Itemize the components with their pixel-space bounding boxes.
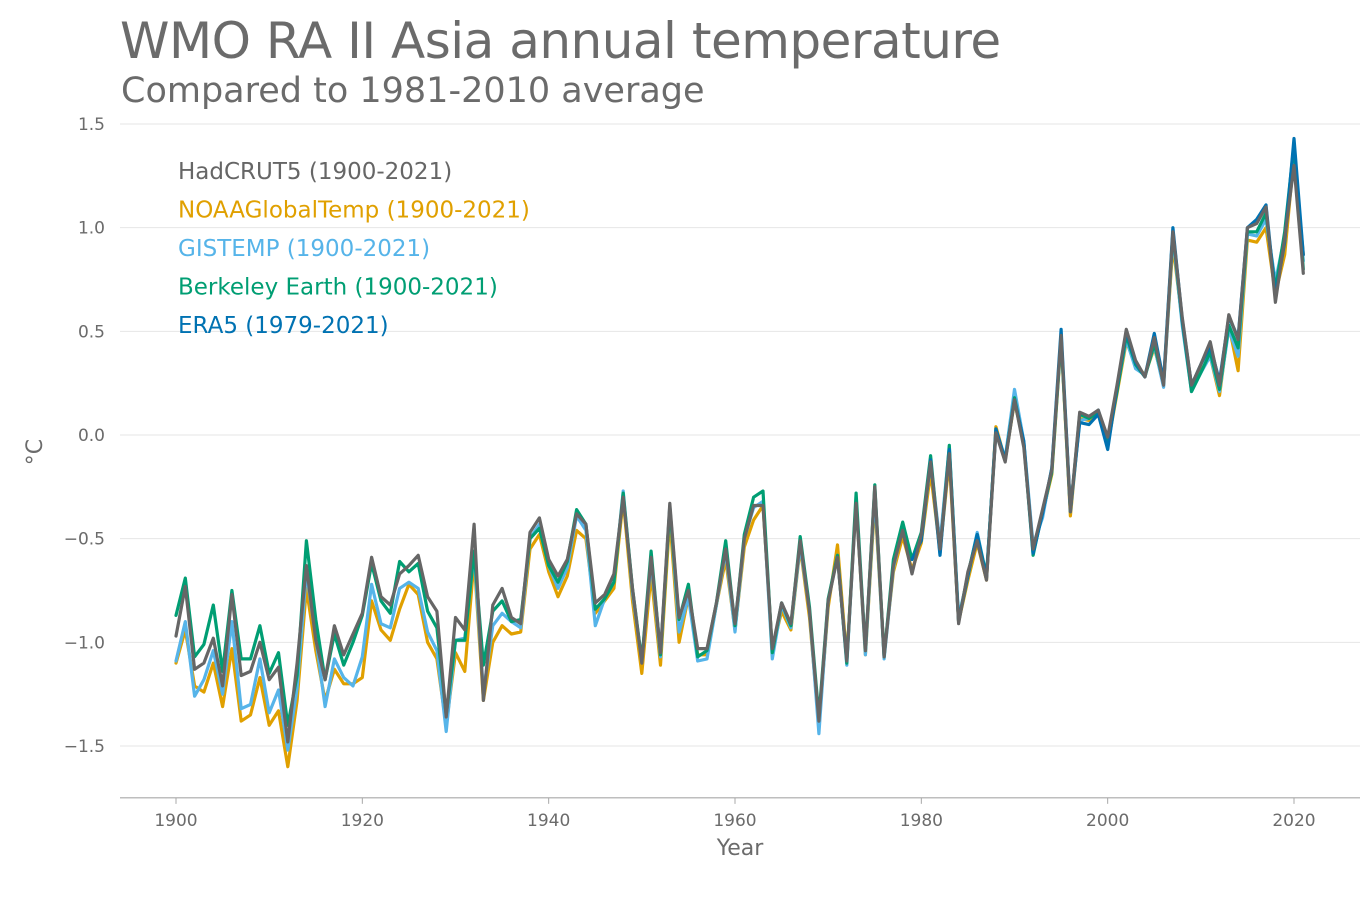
x-axis-title: Year bbox=[716, 836, 765, 861]
y-tick-label: 0.0 bbox=[78, 426, 105, 446]
gridlines bbox=[120, 123, 1360, 747]
chart-subtitle: Compared to 1981-2010 average bbox=[121, 71, 705, 111]
legend-entry-berkeley-earth: Berkeley Earth (1900-2021) bbox=[178, 275, 498, 301]
chart-title: WMO RA II Asia annual temperature bbox=[120, 12, 1001, 70]
legend-entry-era5: ERA5 (1979-2021) bbox=[178, 313, 389, 339]
y-tick-label: 0.5 bbox=[78, 322, 105, 342]
legend-entry-hadcrut5: HadCRUT5 (1900-2021) bbox=[178, 159, 452, 185]
x-tick-label: 1940 bbox=[527, 811, 570, 831]
legend-entry-noaaglobaltemp: NOAAGlobalTemp (1900-2021) bbox=[178, 198, 530, 224]
x-tick-label: 1920 bbox=[341, 811, 384, 831]
legend: HadCRUT5 (1900-2021) NOAAGlobalTemp (1900… bbox=[178, 159, 530, 339]
y-tick-label: −1.5 bbox=[64, 737, 105, 757]
y-tick-label: 1.5 bbox=[78, 115, 105, 135]
y-tick-label: −0.5 bbox=[64, 530, 105, 550]
series-line-era5 bbox=[910, 136, 1305, 624]
y-tick-label: 1.0 bbox=[78, 219, 105, 239]
x-tick-label: 1980 bbox=[900, 811, 943, 831]
x-tick-label: 2000 bbox=[1086, 811, 1129, 831]
x-tick-label: 1900 bbox=[154, 811, 197, 831]
y-axis-title: °C bbox=[23, 439, 48, 465]
series-lines bbox=[174, 136, 1305, 769]
legend-entry-gistemp: GISTEMP (1900-2021) bbox=[178, 236, 430, 262]
x-tick-label: 1960 bbox=[713, 811, 756, 831]
y-tick-label: −1.0 bbox=[64, 633, 105, 653]
series-line-hadcrut5 bbox=[174, 163, 1305, 744]
axes: 1.5 1.0 0.5 0.0 −0.5 −1.0 −1.5 1900 1920 1940 1960… bbox=[64, 115, 1360, 831]
x-tick-label: 2020 bbox=[1272, 811, 1315, 831]
